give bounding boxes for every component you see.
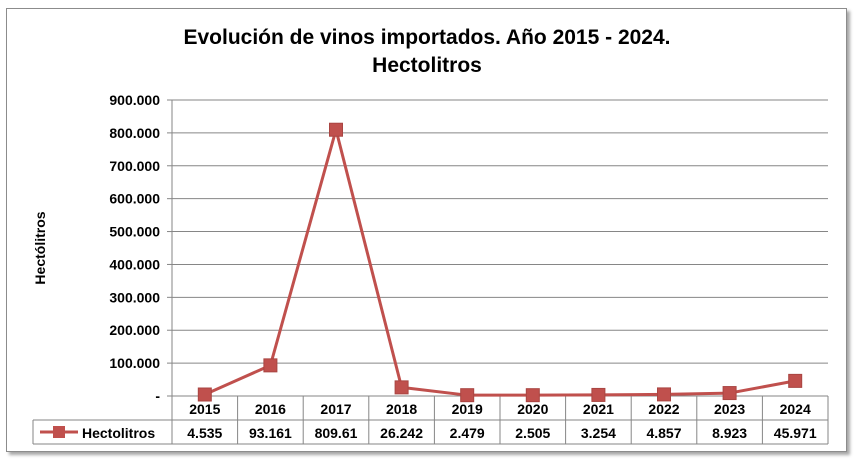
- data-label: 26.242: [380, 425, 423, 441]
- data-point: [722, 386, 737, 401]
- data-label: 4.535: [187, 425, 222, 441]
- x-tick-label: 2015: [189, 401, 220, 417]
- y-tick-label: 100.000: [109, 355, 160, 371]
- x-tick-label: 2024: [780, 401, 811, 417]
- data-point: [460, 388, 475, 403]
- data-point: [657, 387, 671, 402]
- chart-frame: [6, 8, 847, 452]
- data-label: 2.479: [450, 425, 485, 441]
- y-tick-label: 200.000: [109, 322, 160, 338]
- chart-title: Evolución de vinos importados. Año 2015 …: [0, 24, 854, 80]
- data-label: 8.923: [712, 425, 747, 441]
- data-label: 809.61: [315, 425, 358, 441]
- x-tick-label: 2016: [255, 401, 286, 417]
- chart-title-line1: Evolución de vinos importados. Año 2015 …: [183, 26, 671, 49]
- y-tick-label: 700.000: [109, 158, 160, 174]
- data-point: [525, 388, 540, 403]
- x-tick-label: 2022: [648, 401, 679, 417]
- data-point: [197, 387, 212, 402]
- data-label: 45.971: [774, 425, 817, 441]
- series-line: [204, 128, 796, 397]
- x-tick-label: 2019: [452, 401, 483, 417]
- y-tick-label: 500.000: [109, 224, 160, 240]
- x-tick-label: 2021: [583, 401, 614, 417]
- legend-label: Hectolitros: [82, 425, 155, 441]
- legend-marker: [53, 426, 65, 438]
- chart-title-line2: Hectolitros: [372, 54, 482, 77]
- data-point: [394, 380, 409, 395]
- x-tick-label: 2020: [517, 401, 548, 417]
- y-tick-label: 600.000: [109, 191, 160, 207]
- x-tick-label: 2018: [386, 401, 417, 417]
- y-tick-label: 800.000: [109, 125, 160, 141]
- x-tick-label: 2017: [320, 401, 351, 417]
- y-tick-label: -: [155, 388, 160, 404]
- y-tick-label: 900.000: [109, 92, 160, 108]
- data-label: 93.161: [249, 425, 292, 441]
- data-label: 2.505: [515, 425, 550, 441]
- data-label: 3.254: [581, 425, 616, 441]
- y-axis-label: Hectólitros: [32, 211, 48, 284]
- data-point: [788, 373, 803, 388]
- data-point: [263, 358, 278, 373]
- y-tick-label: 400.000: [109, 256, 160, 272]
- y-tick-label: 300.000: [109, 289, 160, 305]
- data-label: 4.857: [646, 425, 681, 441]
- data-point: [591, 387, 606, 402]
- data-point: [329, 122, 343, 137]
- x-tick-label: 2023: [714, 401, 745, 417]
